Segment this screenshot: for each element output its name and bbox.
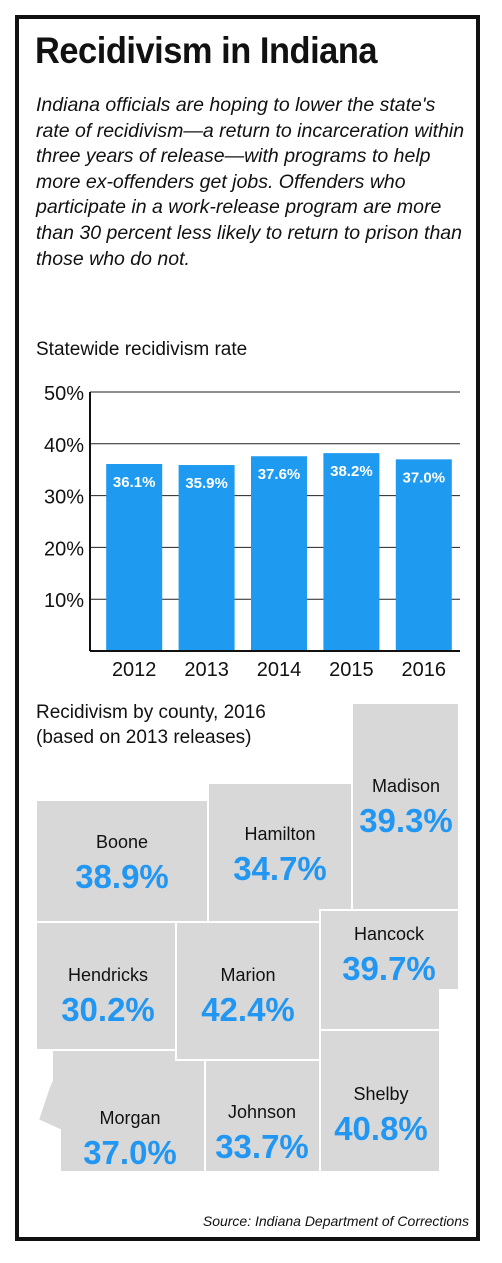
bar-value-label: 38.2% [330,463,373,480]
county-madison-name: Madison [372,776,440,796]
bar [395,459,452,651]
county-morgan-value: 37.0% [83,1134,177,1171]
y-tick-label: 30% [44,487,84,509]
county-hancock-name: Hancock [354,924,425,944]
county-johnson-shape [176,1059,321,1173]
county-map: Boone 38.9% Hamilton 34.7% Madison 39.3% Hendr… [35,702,460,1173]
x-tick-label: 2012 [112,659,157,681]
bar-chart-title: Statewide recidivism rate [36,339,248,360]
source-note: Source: Indiana Department of Correction… [202,1213,469,1229]
county-hancock-value: 39.7% [342,950,436,987]
county-marion-value: 42.4% [201,991,295,1028]
x-tick-label: 2016 [402,659,447,681]
county-hamilton-value: 34.7% [233,850,327,887]
county-morgan-shape [36,1049,206,1173]
bar [323,453,380,651]
graphic-title: Recidivism in Indiana [35,30,378,71]
graphic-frame [15,15,480,1241]
county-hamilton-name: Hamilton [244,824,315,844]
county-marion-name: Marion [220,965,275,985]
county-map-title-line-1: Recidivism by county, 2016 [36,702,266,723]
county-madison-value: 39.3% [359,802,453,839]
y-tick-label: 50% [44,383,84,405]
county-morgan-name: Morgan [99,1108,160,1128]
county-johnson-value: 33.7% [215,1128,309,1165]
county-hendricks-name: Hendricks [68,965,148,985]
bar-value-label: 37.6% [258,466,301,483]
county-hendricks-value: 30.2% [61,991,155,1028]
county-map-title-line-2: (based on 2013 releases) [36,727,252,748]
county-boone-name: Boone [96,832,148,852]
county-map-title: Recidivism by county, 2016 (based on 201… [36,700,336,750]
y-tick-label: 20% [44,538,84,560]
bar-value-label: 37.0% [403,469,446,486]
county-shelby-shape [319,1029,441,1173]
county-shelby-value: 40.8% [334,1110,428,1147]
x-tick-label: 2014 [257,659,302,681]
bar [178,465,235,651]
county-hendricks-shape [35,921,177,1051]
bar-value-label: 36.1% [113,474,156,491]
x-tick-label: 2015 [329,659,374,681]
county-boone-value: 38.9% [75,858,169,895]
bar [251,456,307,651]
intro-text: Indiana officials are hoping to lower th… [36,94,465,270]
bar-value-label: 35.9% [185,475,228,492]
county-johnson-name: Johnson [228,1102,296,1122]
bar [106,464,163,651]
y-tick-label: 10% [44,590,84,612]
y-tick-label: 40% [44,435,84,457]
x-tick-label: 2013 [184,659,229,681]
bar-chart: 10% 20% 30% 40% 50% 36.1% 2012 35.9% 2013 37.6% 20… [44,383,460,681]
county-shelby-name: Shelby [353,1084,408,1104]
